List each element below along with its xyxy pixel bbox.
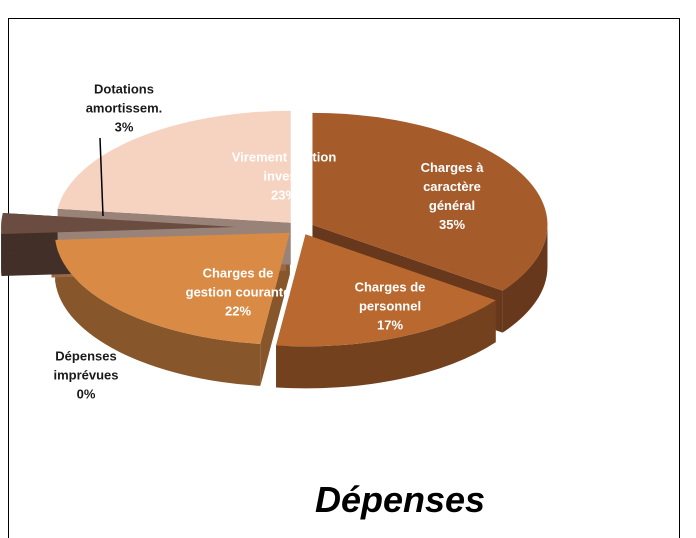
slice bbox=[57, 110, 291, 223]
leader-line bbox=[99, 137, 104, 217]
category-label: Dotations amortissem. bbox=[85, 81, 163, 116]
value-label: 3% bbox=[114, 119, 134, 135]
category-label: Virement section invest. bbox=[231, 149, 337, 184]
category-label: Dépenses imprévues bbox=[53, 348, 119, 383]
slice bbox=[1, 212, 237, 235]
category-label: Charges de personnel bbox=[354, 279, 426, 314]
value-label: 17% bbox=[376, 317, 404, 333]
data-label: Dotations amortissem. 3% bbox=[64, 80, 184, 137]
value-label: 0% bbox=[76, 386, 96, 402]
data-label: Charges de gestion courante 22% bbox=[178, 264, 298, 321]
value-label: 35% bbox=[438, 217, 466, 232]
slice bbox=[55, 232, 290, 344]
value-label: 23% bbox=[270, 187, 298, 203]
category-label: Charges à caractère général bbox=[420, 160, 484, 213]
data-label: Charges de personnel 17% bbox=[330, 278, 450, 335]
category-label: Charges de gestion courante bbox=[185, 265, 291, 300]
data-label: Charges à caractère général 35% bbox=[407, 158, 497, 234]
slice-side bbox=[55, 239, 261, 386]
data-label: Dépenses imprévues 0% bbox=[26, 347, 146, 404]
value-label: 22% bbox=[224, 303, 252, 319]
slice bbox=[276, 234, 496, 347]
chart-title: Dépenses bbox=[314, 479, 486, 520]
slice-side bbox=[502, 224, 548, 333]
slice bbox=[312, 112, 548, 291]
slice-side bbox=[276, 300, 496, 389]
data-label: Virement section invest. 23% bbox=[224, 148, 344, 205]
frame bbox=[8, 18, 680, 538]
